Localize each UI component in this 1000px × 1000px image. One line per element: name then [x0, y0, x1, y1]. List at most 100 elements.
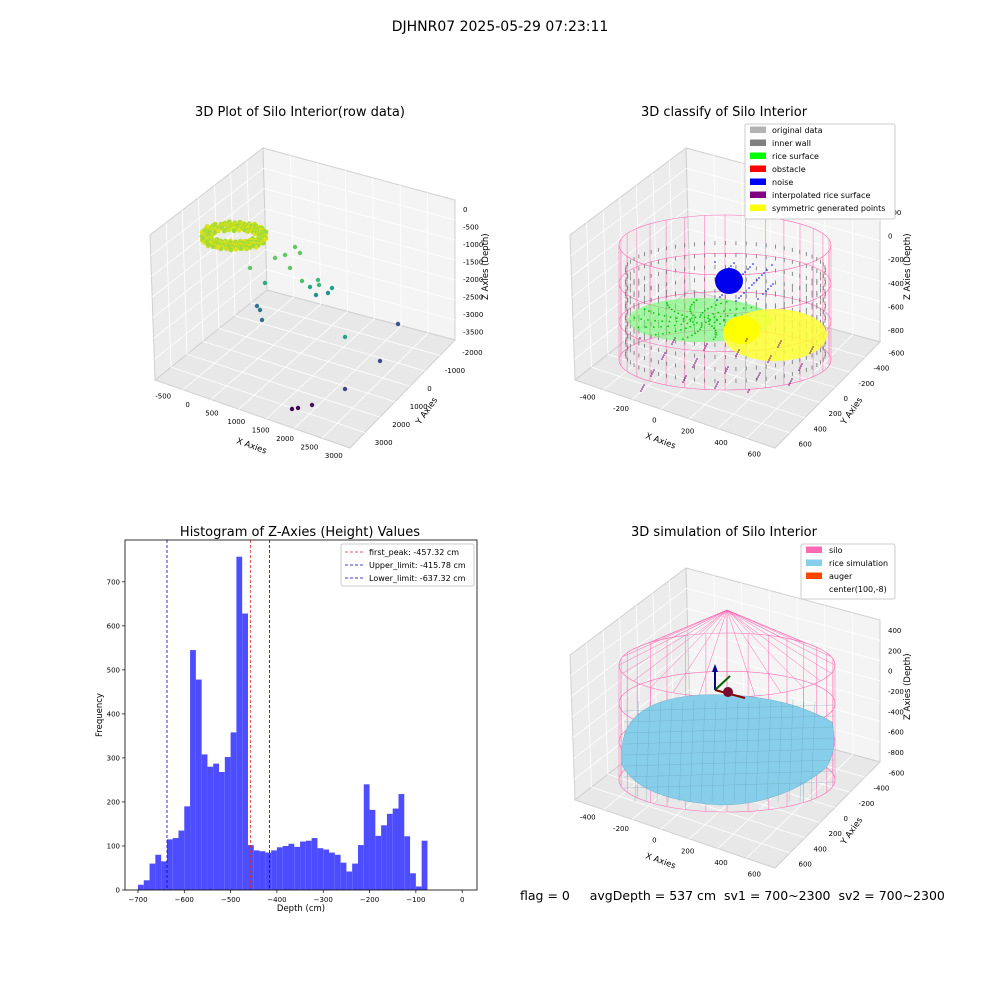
wall-point	[629, 271, 631, 276]
rice-mesh-line	[634, 700, 640, 803]
wall-point	[658, 372, 659, 377]
sim-x-ticks: -400 -200 0 200 400 600	[580, 814, 761, 879]
hist-bar	[166, 839, 173, 890]
interpolated-point	[737, 351, 739, 353]
wall-point	[644, 264, 645, 269]
interpolated-point	[759, 372, 761, 374]
hist-bar	[334, 854, 341, 890]
interpolated-point	[769, 357, 771, 359]
wall-point	[755, 242, 757, 247]
wall-point	[666, 246, 668, 251]
x-tick-label: 1000	[227, 418, 245, 426]
rice-surface-point	[680, 329, 682, 331]
y-tick-label: -600	[889, 770, 905, 778]
y-tick-label: 0	[844, 815, 848, 823]
wall-point	[820, 307, 821, 312]
wall-point	[714, 366, 716, 371]
wall-point	[633, 305, 635, 309]
rice-surface-point	[713, 321, 716, 324]
x-tick-label: 2000	[276, 435, 294, 443]
wall-point	[725, 367, 726, 371]
interpolated-point	[745, 340, 747, 342]
rice-surface-point	[703, 309, 706, 312]
hist-bar	[392, 808, 399, 890]
hist-y-label: Frequency	[95, 693, 105, 737]
wall-point	[799, 249, 801, 254]
roof-strut	[650, 609, 728, 688]
wall-point	[799, 309, 801, 314]
z-tick-label: -3000	[463, 311, 483, 319]
rice-surface-point	[689, 320, 692, 322]
sim-legend: silo rice simulation auger center(100,-8)	[800, 543, 896, 600]
z-tick-label: -600	[888, 729, 904, 737]
wall-point	[704, 253, 706, 258]
wall-point	[644, 283, 645, 288]
rice-surface-point	[685, 315, 688, 318]
wall-point	[775, 292, 776, 297]
wall-point	[811, 302, 813, 307]
wall-point	[704, 294, 706, 299]
rice-surface-point	[689, 308, 692, 310]
rice-surface-point	[674, 324, 676, 327]
rice-mesh-line	[700, 700, 706, 803]
hist-y-ticks: 0 100 200 300 400 500 600 700	[107, 578, 125, 895]
x-tick-label: 0	[185, 401, 189, 409]
wall-point	[684, 340, 686, 345]
classify-z-ticks: 2000-200-400-600-800	[888, 209, 904, 335]
hist-bar	[155, 854, 162, 890]
hist-bar	[271, 850, 277, 890]
wall-point	[811, 353, 813, 358]
hist-bar	[375, 835, 382, 890]
wall-point	[824, 294, 826, 299]
wall-point	[820, 319, 821, 324]
wall-point	[633, 329, 635, 333]
status-avg-depth: avgDepth = 537 cm	[589, 888, 717, 903]
rice-surface-point	[701, 311, 704, 314]
classify-legend: original data inner wall rice surface obsta…	[744, 123, 896, 220]
wall-point	[825, 304, 826, 308]
x-tick-label: −100	[406, 896, 425, 904]
wall-point	[638, 290, 640, 295]
wall-point	[714, 277, 716, 282]
x-tick-label: 500	[205, 409, 218, 417]
z-tick-label: 200	[888, 647, 901, 655]
wall-point	[816, 281, 818, 285]
wall-point	[644, 367, 645, 372]
wall-point	[625, 354, 627, 359]
wall-point	[824, 270, 826, 275]
wall-point	[684, 352, 686, 357]
wall-point	[745, 253, 747, 258]
interpolated-point	[735, 355, 737, 357]
rice-surface-point	[682, 318, 685, 320]
noise-point	[726, 289, 728, 291]
wall-point	[791, 247, 793, 252]
wall-point	[627, 310, 629, 315]
wall-point	[735, 253, 737, 258]
wall-point	[820, 259, 821, 264]
wall-point	[704, 289, 706, 294]
wall-point	[684, 364, 686, 369]
rice-surface-point	[719, 315, 722, 318]
wall-point	[627, 262, 629, 267]
wall-point	[816, 317, 818, 321]
hist-plot-frame	[124, 539, 478, 891]
hist-bar	[137, 884, 144, 890]
grid-line	[186, 353, 381, 418]
noise-point	[751, 284, 753, 286]
wall-point	[638, 254, 640, 259]
rice-surface-point	[707, 307, 709, 310]
z-tick-label: -1500	[463, 258, 483, 266]
legend-label: original data	[772, 126, 823, 135]
wall-point	[638, 353, 640, 358]
roof-strut	[726, 609, 804, 688]
wall-point	[820, 312, 821, 317]
legend-label: obstacle	[772, 165, 806, 174]
grid-line	[687, 628, 881, 682]
hist-bar	[242, 613, 248, 890]
rice-surface-point	[694, 332, 697, 335]
rice-surface-point	[700, 322, 703, 324]
noise-point	[734, 281, 736, 283]
wall-point	[629, 307, 631, 312]
grid-line	[170, 366, 366, 433]
wall-point	[666, 373, 668, 378]
